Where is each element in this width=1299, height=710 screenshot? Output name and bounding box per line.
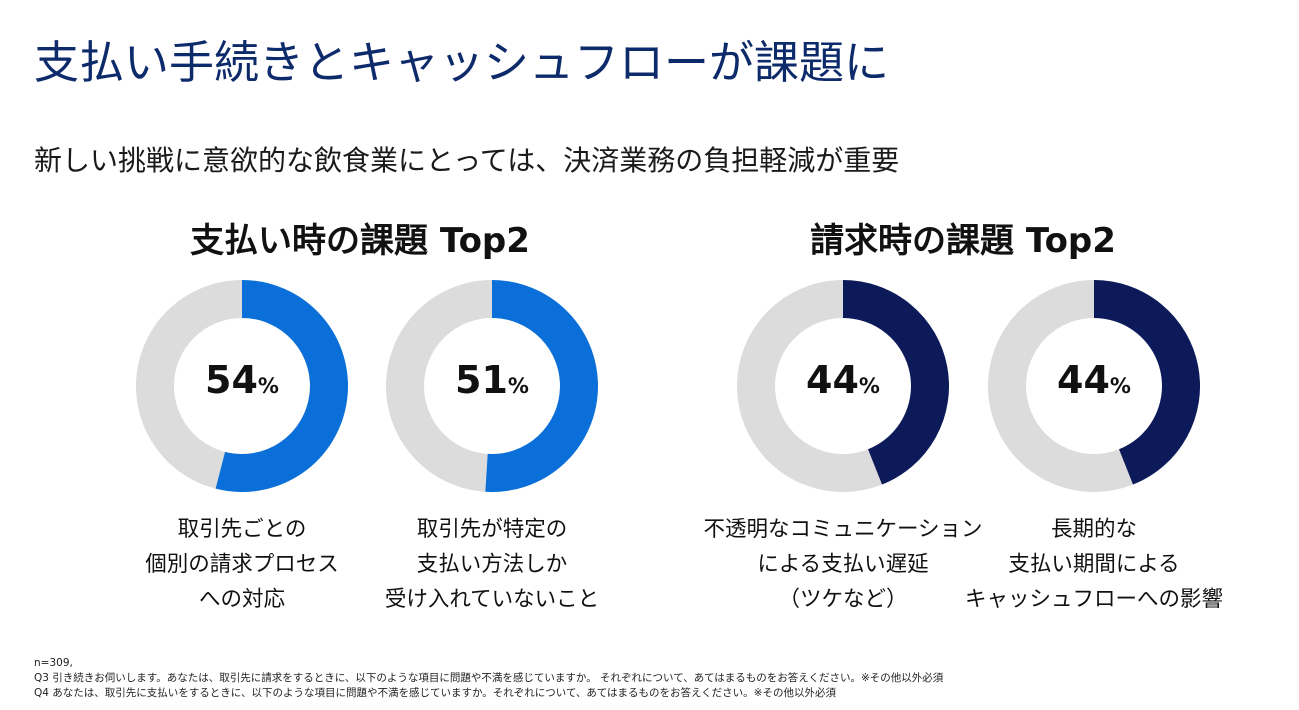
caption-line: による支払い遅延 — [757, 552, 929, 577]
donut-chart-payment-2: 51% — [386, 280, 598, 492]
donut-chart-payment-1: 54% — [136, 280, 348, 492]
percentage-value: 51 — [455, 358, 508, 402]
percentage-label: 51% — [386, 358, 598, 402]
caption-line: 受け入れていないこと — [384, 587, 600, 612]
percentage-value: 44 — [806, 358, 859, 402]
billing-issues-heading: 請求時の課題 Top2 — [810, 221, 1116, 261]
percentage-unit: % — [507, 374, 529, 398]
percentage-unit: % — [1109, 374, 1131, 398]
donut-caption-payment-1: 取引先ごとの 個別の請求プロセス への対応 — [97, 512, 387, 617]
donut-chart-billing-2: 44% — [988, 280, 1200, 492]
caption-line: への対応 — [198, 587, 285, 612]
percentage-label: 54% — [136, 358, 348, 402]
donut-caption-billing-1: 不透明なコミュニケーション による支払い遅延 （ツケなど） — [698, 512, 988, 617]
survey-footnote: n=309, Q3 引き続きお伺いします。あなたは、取引先に請求をするときに、以… — [34, 656, 943, 701]
donut-caption-payment-2: 取引先が特定の 支払い方法しか 受け入れていないこと — [347, 512, 637, 617]
percentage-value: 54 — [205, 358, 258, 402]
donut-value-arc — [1093, 280, 1200, 485]
payment-issues-heading: 支払い時の課題 Top2 — [190, 221, 530, 261]
percentage-value: 44 — [1057, 358, 1110, 402]
caption-line: 取引先が特定の — [416, 517, 568, 542]
question-q3: Q3 引き続きお伺いします。あなたは、取引先に請求をするときに、以下のような項目… — [34, 672, 944, 684]
caption-line: 不透明なコミュニケーション — [703, 517, 983, 542]
caption-line: （ツケなど） — [778, 587, 908, 612]
donut-value-arc — [842, 280, 949, 485]
caption-line: 支払い期間による — [1008, 552, 1180, 577]
donut-svg — [988, 280, 1200, 492]
question-q4: Q4 あなたは、取引先に支払いをするときに、以下のような項目に問題や不満を感じて… — [34, 687, 836, 699]
caption-line: キャッシュフローへの影響 — [964, 587, 1223, 612]
percentage-label: 44% — [988, 358, 1200, 402]
caption-line: 支払い方法しか — [416, 552, 568, 577]
caption-line: 個別の請求プロセス — [145, 552, 339, 577]
sample-size: n=309, — [34, 657, 73, 669]
donut-value-arc — [485, 280, 598, 492]
page-subtitle: 新しい挑戦に意欲的な飲食業にとっては、決済業務の負担軽減が重要 — [34, 144, 900, 177]
page-title: 支払い手続きとキャッシュフローが課題に — [34, 36, 890, 89]
percentage-unit: % — [257, 374, 279, 398]
caption-line: 取引先ごとの — [177, 517, 307, 542]
donut-chart-billing-1: 44% — [737, 280, 949, 492]
donut-svg — [386, 280, 598, 492]
percentage-unit: % — [858, 374, 880, 398]
caption-line: 長期的な — [1050, 517, 1137, 542]
donut-caption-billing-2: 長期的な 支払い期間による キャッシュフローへの影響 — [949, 512, 1239, 617]
donut-svg — [136, 280, 348, 492]
donut-svg — [737, 280, 949, 492]
donut-value-arc — [215, 280, 348, 492]
percentage-label: 44% — [737, 358, 949, 402]
